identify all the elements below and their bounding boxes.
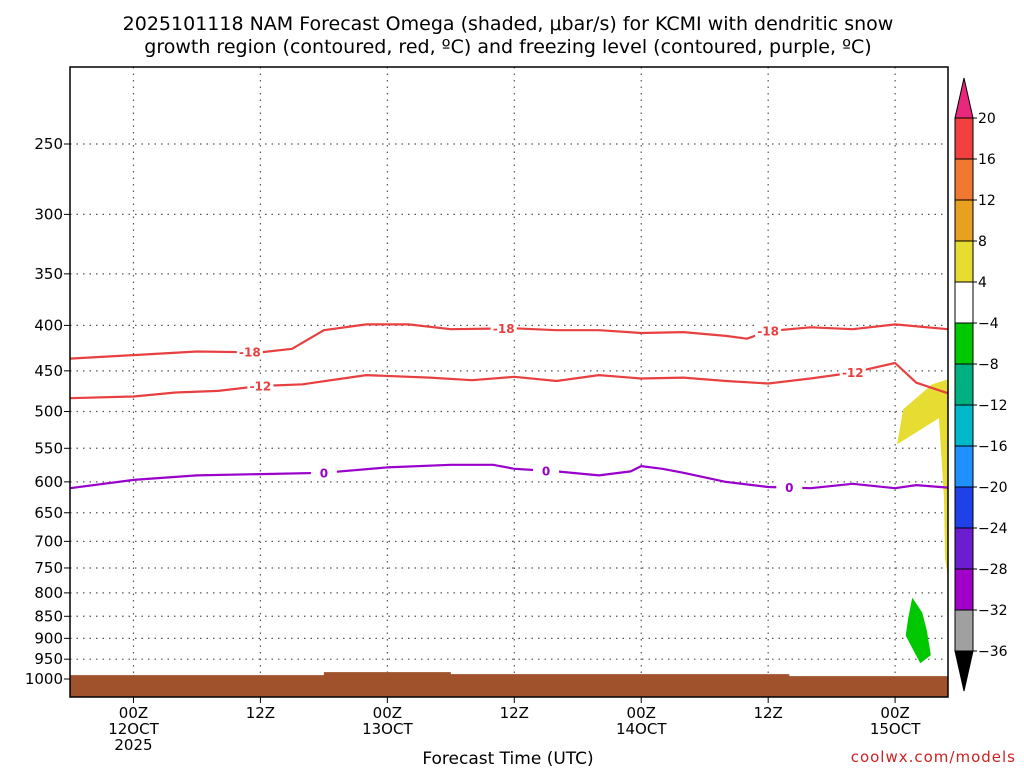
y-tick-label: 650 xyxy=(34,504,63,522)
x-tick-label: 14OCT xyxy=(616,720,667,738)
grid-lines xyxy=(70,67,948,697)
contour-label: -18 xyxy=(757,325,779,339)
contour-line xyxy=(69,463,949,490)
chart-title-line-1: 2025101118 NAM Forecast Omega (shaded, μ… xyxy=(123,13,894,35)
contour-label: -18 xyxy=(239,346,261,360)
x-tick-label: 15OCT xyxy=(870,720,921,738)
contour-label-bg xyxy=(533,463,560,478)
contour-label-bg xyxy=(839,365,866,380)
contour-label-bg xyxy=(776,480,803,495)
colorbar-box xyxy=(954,609,974,652)
x-axis-label: Forecast Time (UTC) xyxy=(422,749,593,768)
colorbar-box xyxy=(954,199,974,242)
colorbar-box xyxy=(954,404,974,447)
contour-line xyxy=(69,323,949,360)
contour-label-bg xyxy=(755,324,782,339)
x-tick-label: 00Z xyxy=(627,704,656,722)
x-tick-label: 00Z xyxy=(373,704,402,722)
colorbar: 20 16 12 8 4 −4 −8 −12 −16 −20 −24 −28 −32 −36 xyxy=(954,77,1008,692)
colorbar-label: −36 xyxy=(978,644,1008,660)
colorbar-label: −12 xyxy=(978,398,1008,414)
plot-frame xyxy=(69,66,949,698)
colorbar-label: −16 xyxy=(978,439,1008,455)
contour-label: -12 xyxy=(842,366,864,380)
y-tick-label: 900 xyxy=(34,629,63,647)
y-tick-label: 1000 xyxy=(25,670,63,688)
y-tick-label: 500 xyxy=(34,403,63,421)
colorbar-label: −8 xyxy=(978,357,999,373)
contour-label: 0 xyxy=(785,481,793,495)
y-tick-label: 600 xyxy=(34,473,63,491)
contour-label: 0 xyxy=(320,466,328,480)
colorbar-label: −28 xyxy=(978,562,1008,578)
colorbar-label: −24 xyxy=(978,521,1008,537)
x-tick-label: 00Z xyxy=(119,704,148,722)
x-tick-label: 12Z xyxy=(500,704,529,722)
colorbar-box xyxy=(954,486,974,529)
colorbar-box xyxy=(954,445,974,488)
y-tick-label: 750 xyxy=(34,559,63,577)
colorbar-box xyxy=(954,322,974,365)
y-tick-label: 700 xyxy=(34,532,63,550)
omega-shaded-area xyxy=(897,379,948,579)
colorbar-bottom-arrow xyxy=(954,650,974,692)
y-tick-label: 550 xyxy=(34,439,63,457)
y-tick-label: 450 xyxy=(34,362,63,380)
y-tick-label: 250 xyxy=(34,135,63,153)
x-tick-label: 12Z xyxy=(753,704,782,722)
y-axis-ticks: 250 300 350 400 450 500 550 600 650 700 750 800 850 9… xyxy=(25,135,70,688)
colorbar-box xyxy=(954,158,974,201)
contour-label-bg xyxy=(490,321,517,336)
y-tick-label: 350 xyxy=(34,265,63,283)
colorbar-top-arrow xyxy=(954,77,974,119)
x-tick-label: 12OCT xyxy=(108,720,159,738)
contour-label: -12 xyxy=(250,379,272,393)
credit-text: coolwx.com/models xyxy=(851,748,1016,766)
contour-label: 0 xyxy=(542,464,550,478)
omega-shaded-area xyxy=(905,597,931,664)
colorbar-label: −4 xyxy=(978,316,999,332)
y-tick-label: 850 xyxy=(34,607,63,625)
x-tick-label: 13OCT xyxy=(362,720,413,738)
ground-surface xyxy=(70,672,948,697)
colorbar-label: 16 xyxy=(978,152,996,168)
contour-label-bg xyxy=(236,345,263,360)
colorbar-label: 4 xyxy=(978,275,987,291)
contour-line xyxy=(69,361,949,400)
x-tick-label: 00Z xyxy=(880,704,909,722)
contour-label-bg xyxy=(310,465,337,480)
chart-title-line-2: growth region (contoured, red, ºC) and f… xyxy=(144,36,871,58)
contour-label: -18 xyxy=(493,322,515,336)
x-tick-label: 2025 xyxy=(114,736,152,754)
y-tick-label: 800 xyxy=(34,584,63,602)
contour-label-bg xyxy=(247,378,274,393)
colorbar-box xyxy=(954,117,974,160)
colorbar-box xyxy=(954,281,974,324)
colorbar-label: −20 xyxy=(978,480,1008,496)
colorbar-box xyxy=(954,240,974,283)
colorbar-label: 12 xyxy=(978,193,996,209)
y-tick-label: 950 xyxy=(34,650,63,668)
colorbar-label: 20 xyxy=(978,111,996,127)
colorbar-label: −32 xyxy=(978,603,1008,619)
colorbar-label: 8 xyxy=(978,234,987,250)
plot-background xyxy=(70,67,948,697)
colorbar-box xyxy=(954,363,974,406)
plot-area: -18 -18 -18 -12 -12 0 0 0 xyxy=(69,66,949,698)
colorbar-box xyxy=(954,568,974,611)
y-tick-label: 300 xyxy=(34,205,63,223)
x-tick-label: 12Z xyxy=(246,704,275,722)
colorbar-box xyxy=(954,527,974,570)
y-tick-label: 400 xyxy=(34,316,63,334)
